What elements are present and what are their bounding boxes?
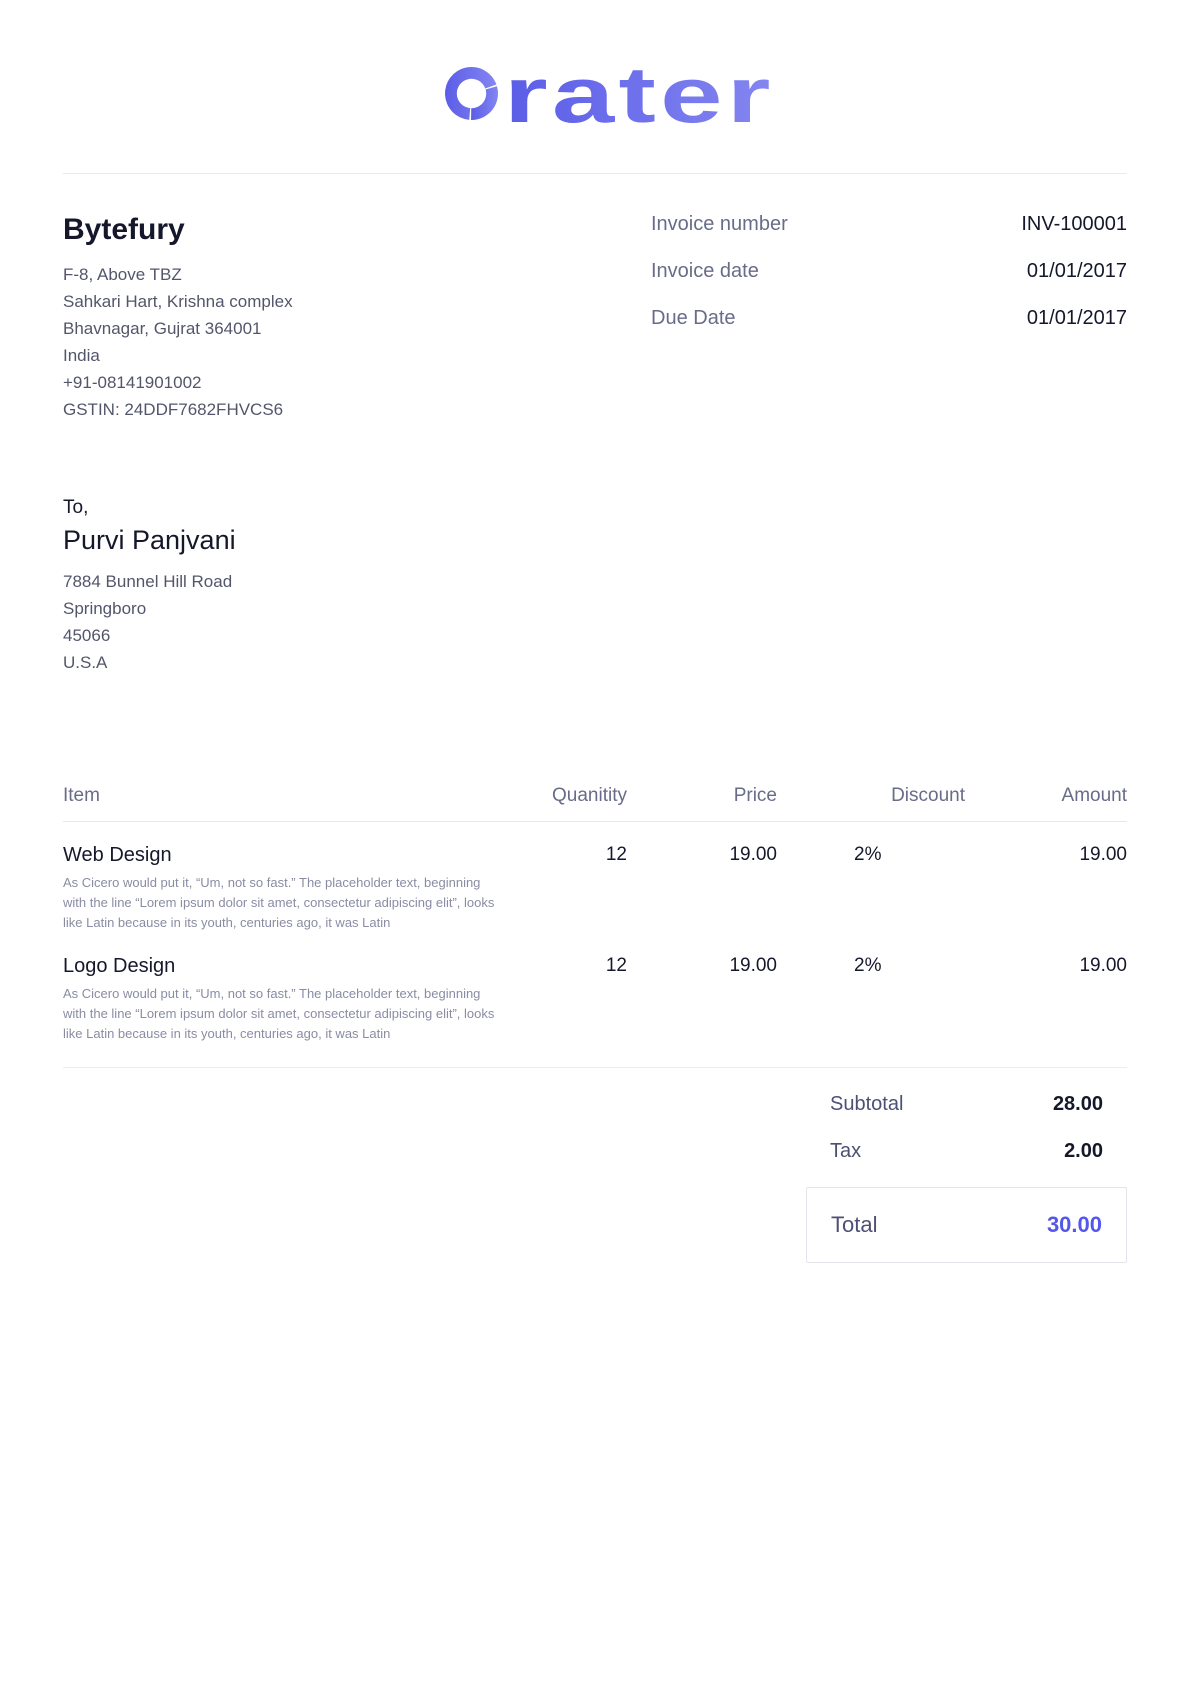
svg-text:rater: rater — [504, 50, 775, 139]
